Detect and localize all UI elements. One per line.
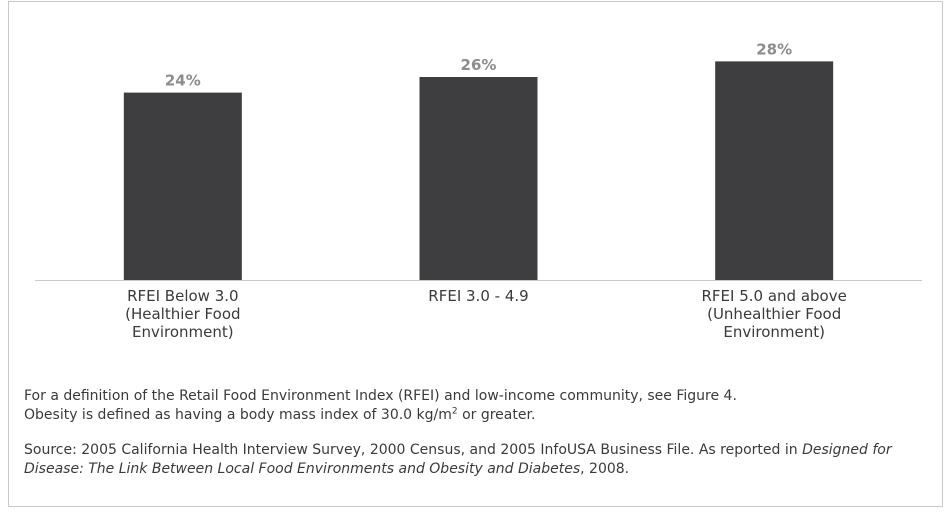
category-label-3-line-3: Environment) (723, 323, 825, 341)
definition-note-2-text: Obesity is defined as having a body mass… (24, 407, 452, 423)
bar-2 (419, 76, 538, 280)
definition-note-2-end: or greater. (457, 407, 536, 423)
value-label-2: 26% (461, 56, 497, 74)
superscript-2: 2 (451, 406, 458, 417)
source-text: Source: 2005 California Health Interview… (24, 442, 803, 458)
value-label-3: 28% (756, 40, 792, 58)
source-title: Designed for Disease: The Link Between L… (24, 442, 892, 477)
definition-note-2: Obesity is defined as having a body mass… (24, 406, 929, 425)
figure-notes: For a definition of the Retail Food Envi… (24, 387, 929, 479)
category-label-1-line-2: (Healthier Food (125, 305, 240, 323)
category-label-2: RFEI 3.0 - 4.9 (428, 287, 528, 305)
bar-chart: 24%RFEI Below 3.0 (Healthier Food Environm… (35, 40, 922, 341)
category-label-2-line-1: RFEI 3.0 - 4.9 (428, 287, 528, 305)
value-label-1: 24% (165, 72, 201, 90)
bar-3 (715, 61, 834, 280)
category-label-3-line-1: RFEI 5.0 and above (702, 287, 847, 305)
bar-1 (123, 92, 242, 280)
source-note: Source: 2005 California Health Interview… (24, 441, 929, 479)
source-year: , 2008. (580, 461, 630, 477)
category-label-1: RFEI Below 3.0 (Healthier Food Environment… (125, 287, 240, 341)
category-label-1-line-1: RFEI Below 3.0 (127, 287, 238, 305)
category-label-3-line-2: (Unhealthier Food (707, 305, 841, 323)
category-label-3: RFEI 5.0 and above (Unhealthier Food Envir… (702, 287, 847, 341)
category-label-1-line-3: Environment) (132, 323, 234, 341)
definition-note-1: For a definition of the Retail Food Envi… (24, 388, 737, 404)
